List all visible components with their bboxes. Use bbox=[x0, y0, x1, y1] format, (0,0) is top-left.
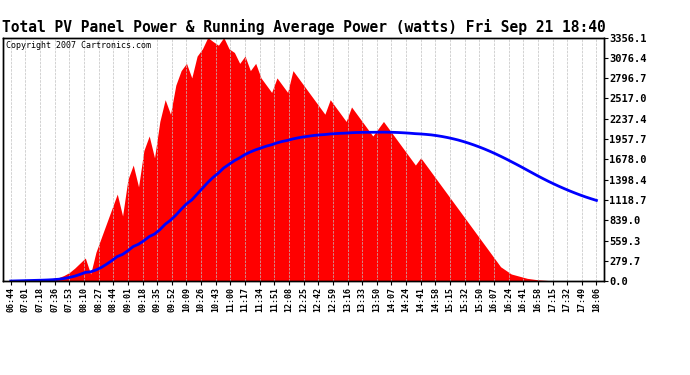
Text: Copyright 2007 Cartronics.com: Copyright 2007 Cartronics.com bbox=[6, 41, 151, 50]
Title: Total PV Panel Power & Running Average Power (watts) Fri Sep 21 18:40: Total PV Panel Power & Running Average P… bbox=[1, 19, 605, 35]
